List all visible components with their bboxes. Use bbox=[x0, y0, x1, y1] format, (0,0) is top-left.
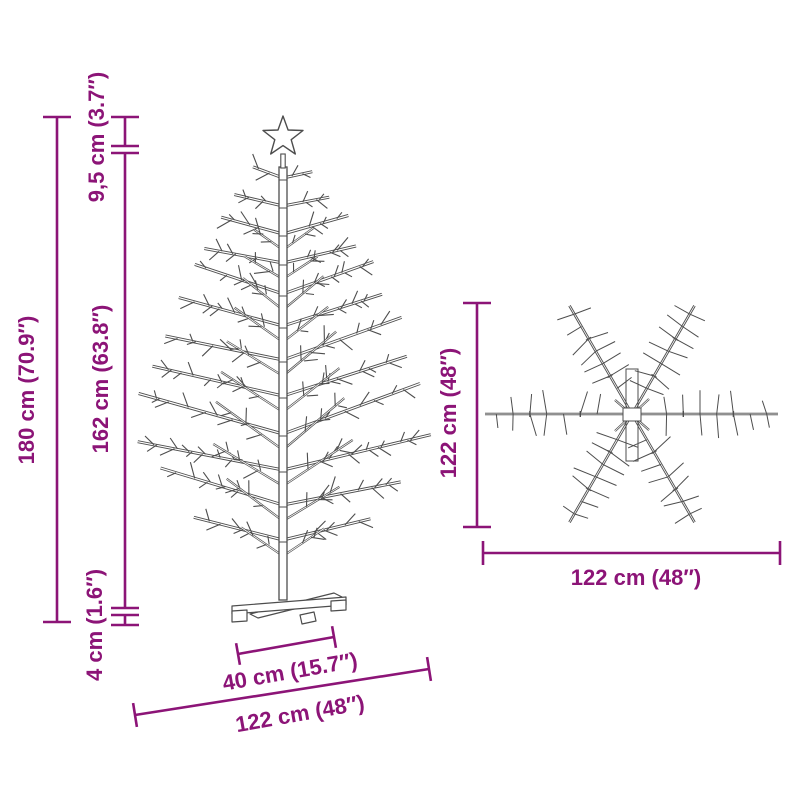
dimension-label-star-section: 9,5 cm (3.7″) bbox=[84, 71, 109, 203]
dimension-label-topview-width: 122 cm (48″) bbox=[570, 565, 702, 590]
dimension-label-trunk-section: 162 cm (63.8″) bbox=[88, 304, 113, 454]
cross-base bbox=[231, 592, 347, 625]
dimension-lines bbox=[43, 115, 782, 728]
tree-top-view bbox=[485, 305, 778, 524]
star-topper-icon bbox=[262, 115, 304, 155]
dimension-label-base-height: 4 cm (1.6″) bbox=[82, 568, 107, 682]
tree-trunk bbox=[278, 166, 288, 601]
dimension-label-topview-height: 122 cm (48″) bbox=[436, 347, 461, 479]
tree-side-view bbox=[137, 115, 432, 601]
dimension-label-total-height: 180 cm (70.9″) bbox=[14, 315, 39, 465]
